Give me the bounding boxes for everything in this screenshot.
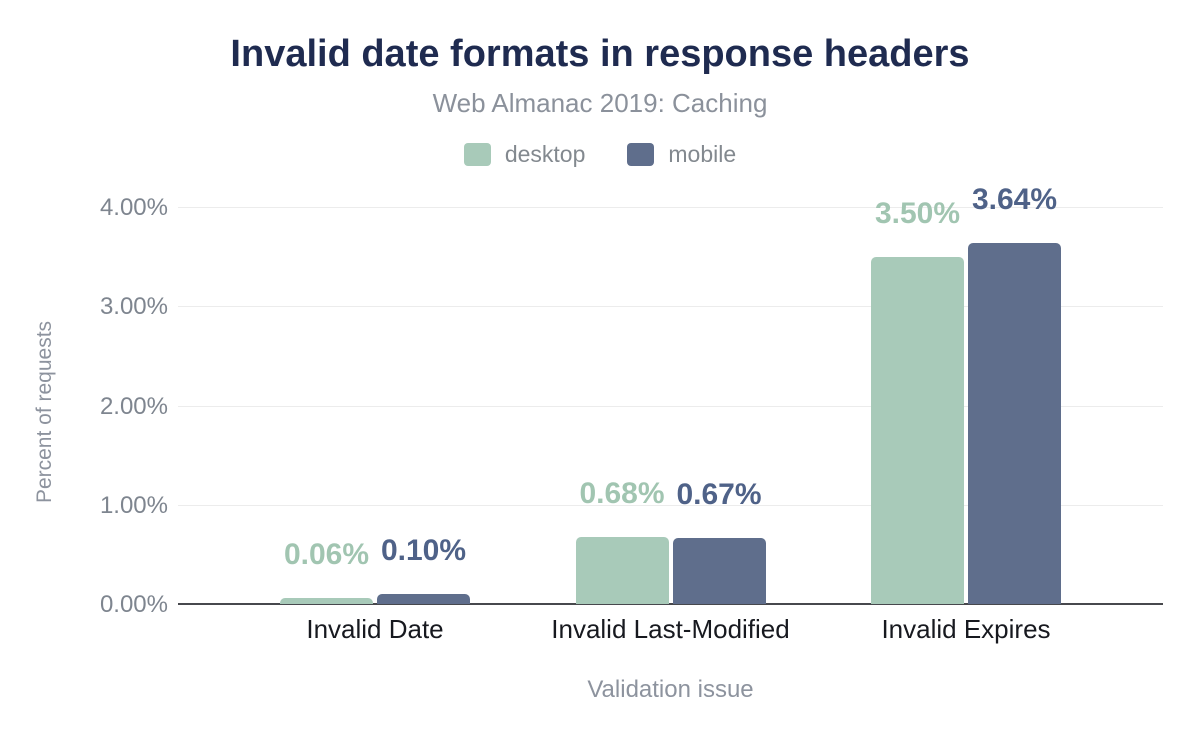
bar-value-label: 0.10% (380, 534, 467, 568)
bar-mobile[interactable] (377, 594, 470, 604)
legend-swatch-icon (627, 143, 655, 166)
bar-value-label: 0.68% (579, 476, 665, 510)
x-category-label: Invalid Date (306, 614, 444, 644)
chart-title: Invalid date formats in response headers (230, 33, 970, 75)
bar-group: 0.68% 0.67% (575, 207, 766, 604)
bar-desktop[interactable] (280, 598, 373, 604)
legend-label: mobile (668, 141, 737, 167)
y-tick-label: 4.00% (99, 194, 168, 221)
y-axis-title: Percent of requests (33, 320, 56, 504)
bar-group: 0.06% 0.10% (280, 207, 470, 604)
legend-label: desktop (504, 141, 586, 167)
y-tick-label: 1.00% (99, 491, 168, 519)
x-axis-title: Validation issue (587, 676, 754, 703)
bar-desktop[interactable] (871, 256, 964, 604)
legend-item-desktop[interactable]: desktop (463, 141, 586, 168)
x-axis-line (178, 603, 1163, 605)
gridline (178, 306, 1163, 308)
bar-value-label: 3.64% (971, 182, 1058, 216)
gridline (178, 504, 1163, 506)
bar-value-label: 3.50% (874, 196, 961, 230)
legend: desktop mobile (0, 141, 1200, 168)
x-category-label: Invalid Last-Modified (551, 614, 790, 644)
y-tick-label: 3.00% (99, 293, 168, 321)
legend-swatch-icon (463, 143, 491, 166)
gridline (178, 207, 1163, 208)
x-category-label: Invalid Expires (881, 614, 1051, 644)
chart-subtitle: Web Almanac 2019: Caching (432, 88, 768, 118)
gridline (178, 405, 1163, 407)
bar-group: 3.50% 3.64% (871, 184, 1061, 604)
legend-item-mobile[interactable]: mobile (627, 141, 736, 168)
bar-mobile[interactable] (968, 242, 1061, 604)
bar-desktop[interactable] (575, 536, 669, 604)
plot-area: 0.06% 0.10% 0.68% 0.67% 3.50% 3.64% (178, 184, 1163, 605)
bar-value-label: 0.67% (676, 477, 762, 511)
y-tick-label: 0.00% (99, 591, 168, 618)
y-tick-label: 2.00% (99, 392, 168, 420)
bar-value-label: 0.06% (283, 538, 370, 572)
bar-mobile[interactable] (672, 537, 766, 604)
